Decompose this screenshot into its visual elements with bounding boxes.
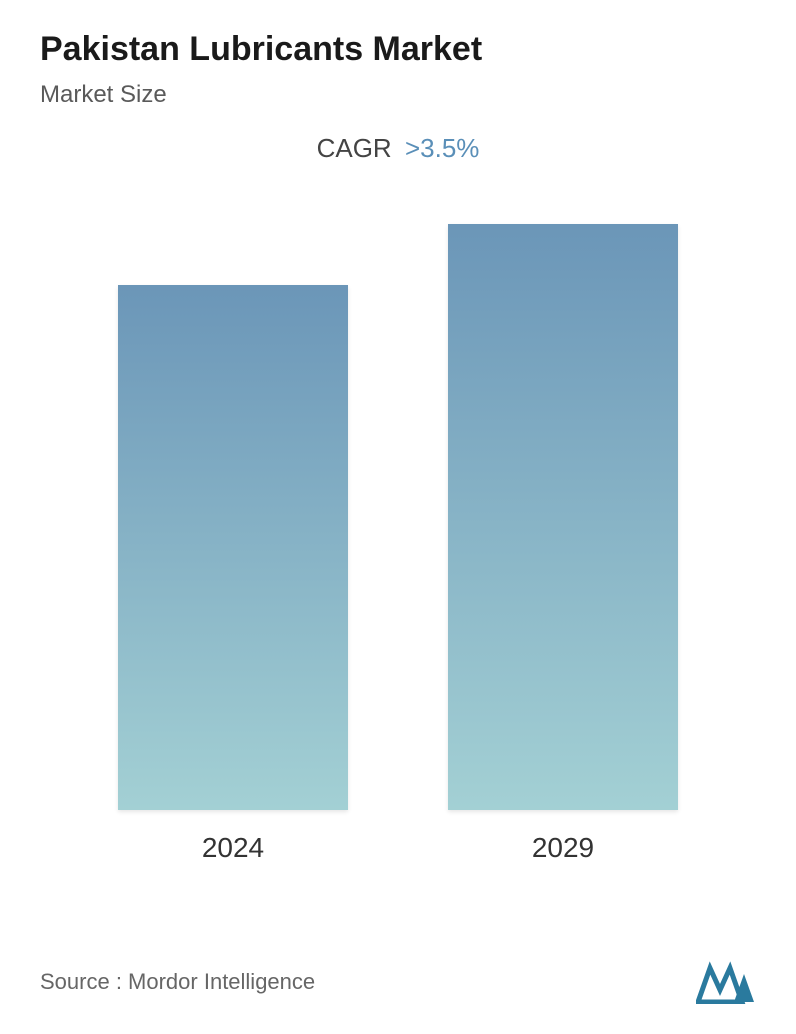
bar-0 — [118, 285, 348, 810]
mordor-logo-icon — [696, 960, 756, 1004]
footer: Source : Mordor Intelligence — [40, 960, 756, 1004]
page-subtitle: Market Size — [40, 81, 756, 109]
page-title: Pakistan Lubricants Market — [40, 30, 756, 69]
cagr-line: CAGR >3.5% — [40, 133, 756, 164]
cagr-label: CAGR — [317, 133, 392, 163]
bar-wrap-1: 2029 — [448, 224, 678, 864]
cagr-value: >3.5% — [405, 133, 479, 163]
bar-label-1: 2029 — [532, 832, 594, 864]
bar-chart: 2024 2029 — [40, 224, 756, 864]
bar-wrap-0: 2024 — [118, 224, 348, 864]
bar-label-0: 2024 — [202, 832, 264, 864]
source-text: Source : Mordor Intelligence — [40, 969, 315, 995]
bar-1 — [448, 224, 678, 810]
